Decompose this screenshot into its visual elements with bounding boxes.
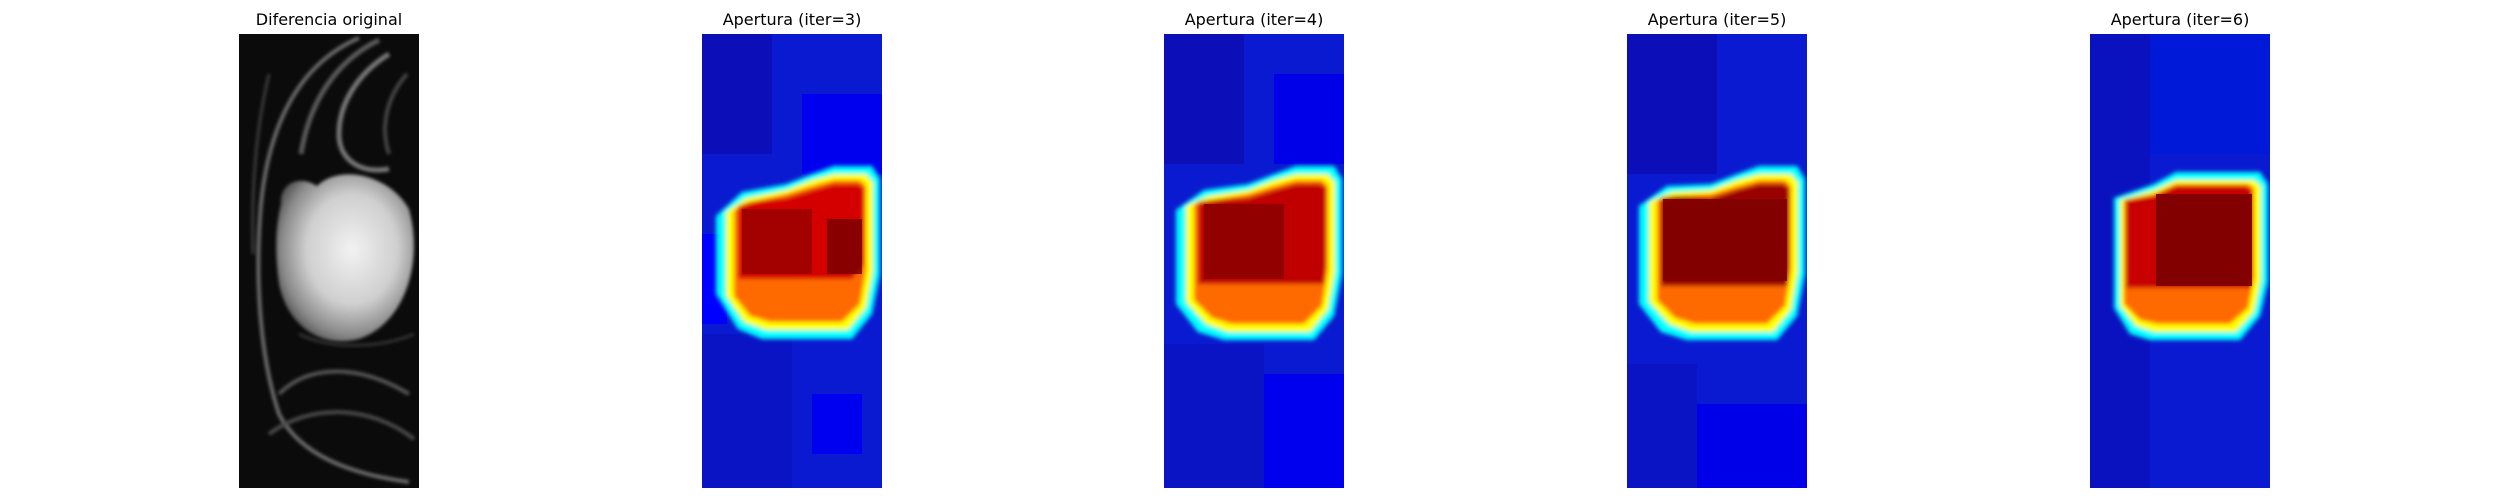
panel-title: Apertura (iter=5)	[1647, 10, 1787, 29]
panel-original: Diferencia original	[239, 0, 419, 500]
panel-iter3: Apertura (iter=3)	[702, 0, 882, 500]
jet-heatmap-image	[1627, 34, 1807, 488]
jet-heatmap-image	[2090, 34, 2270, 488]
panel-title: Apertura (iter=4)	[1184, 10, 1324, 29]
panel-iter5: Apertura (iter=5)	[1627, 0, 1807, 500]
panel-iter6: Apertura (iter=6)	[2090, 0, 2270, 500]
panel-title: Apertura (iter=6)	[2110, 10, 2250, 29]
grayscale-image	[239, 34, 419, 488]
panel-title: Apertura (iter=3)	[722, 10, 862, 29]
jet-heatmap-image	[1164, 34, 1344, 488]
panel-iter4: Apertura (iter=4)	[1164, 0, 1344, 500]
panel-title: Diferencia original	[255, 10, 403, 29]
jet-heatmap-image	[702, 34, 882, 488]
